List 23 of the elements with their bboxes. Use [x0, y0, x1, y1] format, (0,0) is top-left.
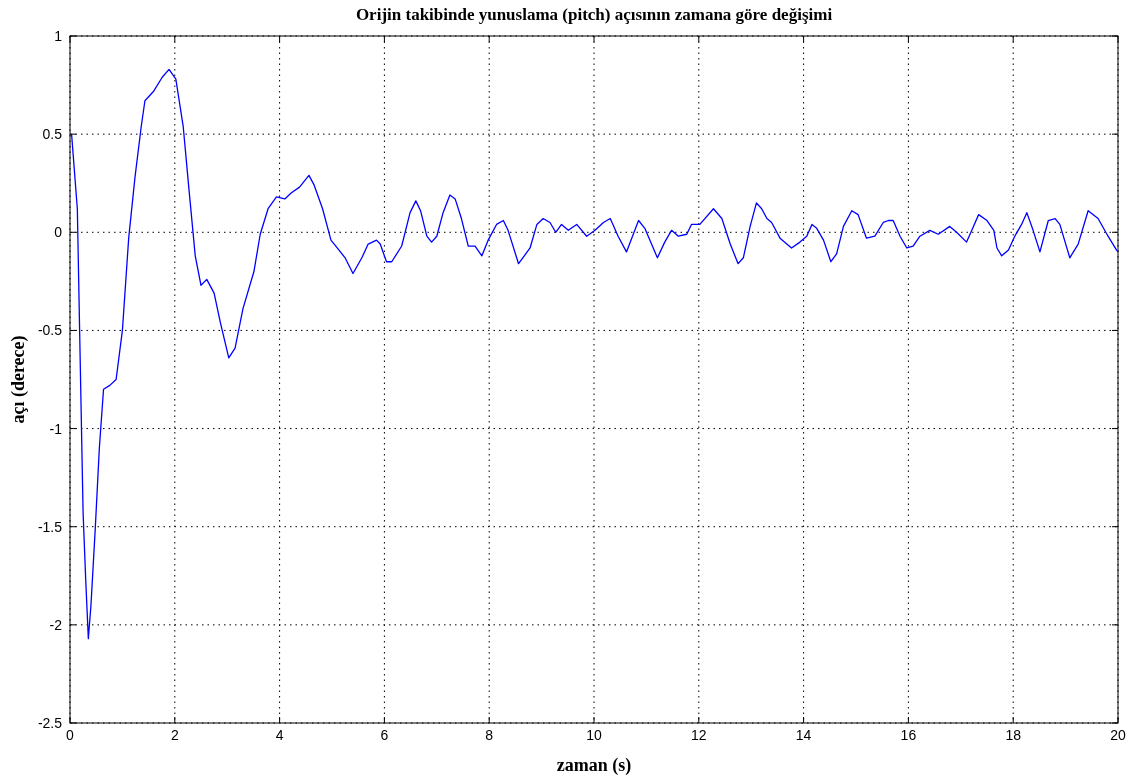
x-tick-label: 16: [900, 727, 917, 743]
x-tick-label: 12: [691, 727, 707, 743]
x-tick-label: 4: [275, 727, 284, 743]
x-tick-label: 18: [1005, 727, 1022, 743]
x-tick-label: 0: [66, 727, 75, 743]
y-tick-label: -2.5: [37, 715, 63, 731]
y-tick-label: -1.5: [37, 518, 63, 535]
y-tick-label: 0.5: [42, 126, 63, 143]
x-axis-title: zaman (s): [556, 755, 632, 776]
y-tick-label: 1: [54, 28, 63, 44]
x-tick-label: 14: [795, 727, 812, 743]
line-series: [70, 68, 1119, 640]
x-tick-label: 20: [1110, 727, 1126, 743]
y-tick-label: 0: [54, 224, 63, 241]
y-tick-label: -0.5: [37, 322, 63, 339]
x-tick-label: 6: [380, 727, 389, 743]
y-axis-title: açı (derece): [8, 335, 29, 424]
y-tick-label: -2: [49, 616, 63, 633]
x-tick-label: 2: [170, 727, 179, 743]
x-tick-label: 8: [485, 727, 494, 743]
chart-title: Orijin takibinde yunuslama (pitch) açısının zamana göre değişimi: [355, 5, 833, 24]
y-tick-label: -1: [49, 420, 63, 437]
x-tick-label: 10: [586, 727, 602, 743]
